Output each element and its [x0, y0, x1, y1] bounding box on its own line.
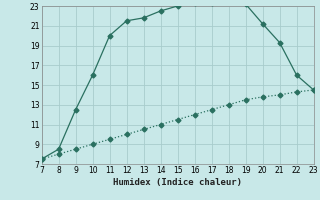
X-axis label: Humidex (Indice chaleur): Humidex (Indice chaleur): [113, 178, 242, 187]
